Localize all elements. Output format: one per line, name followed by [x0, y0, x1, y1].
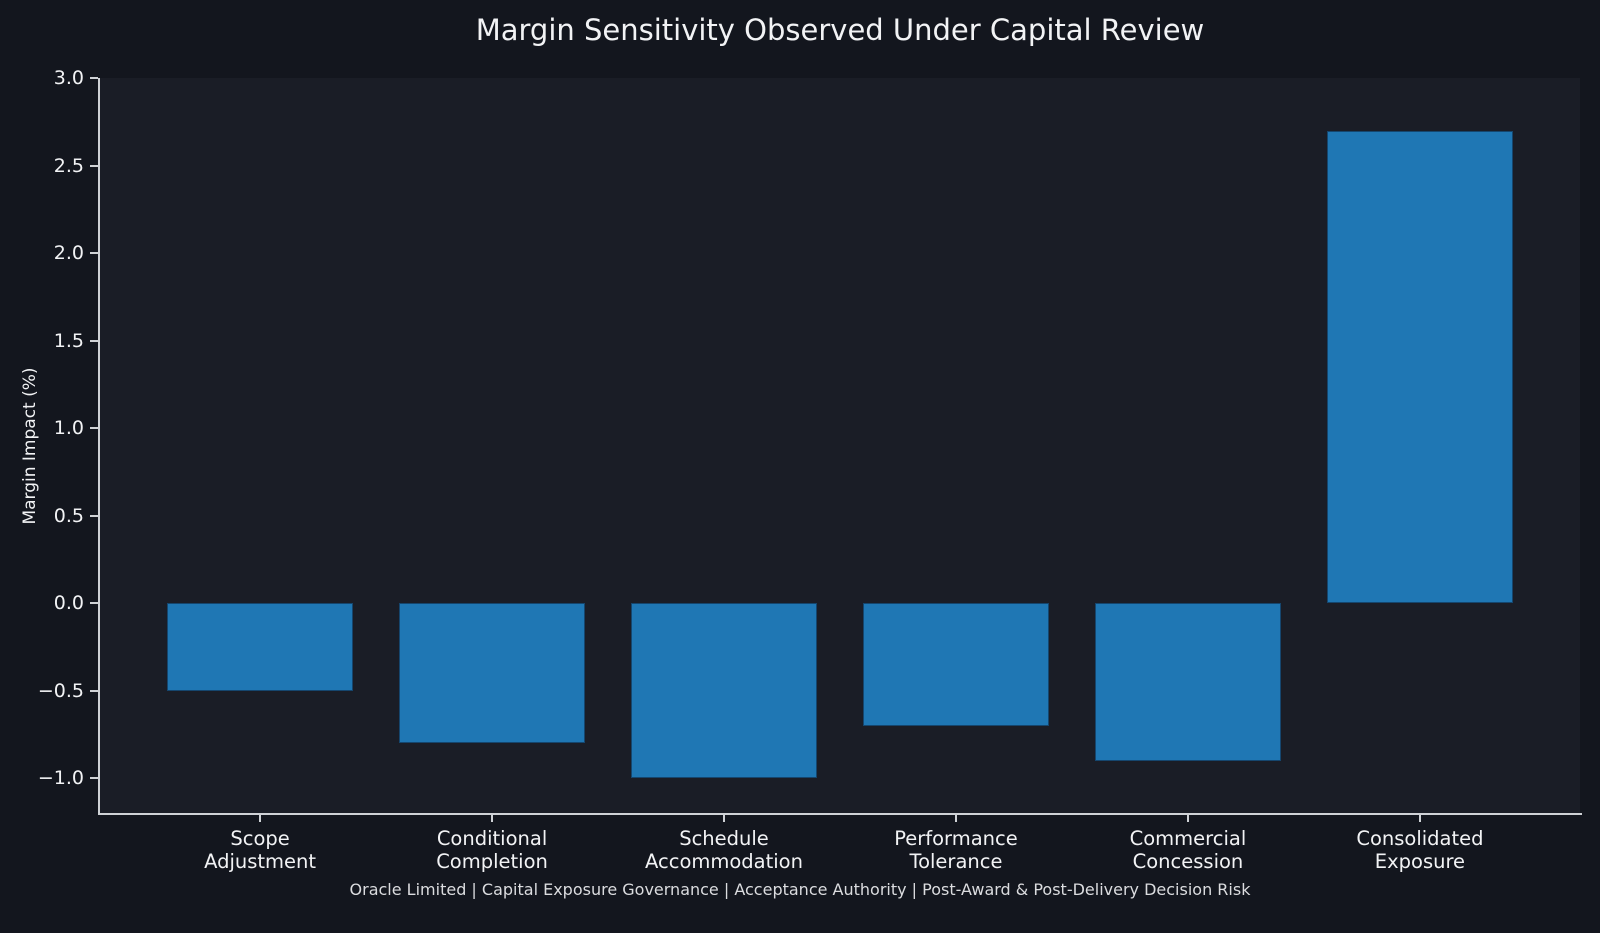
x-tick-mark: [723, 815, 725, 822]
y-tick-mark: [90, 689, 98, 692]
y-axis-spine: [98, 78, 100, 815]
x-tick-mark: [259, 815, 262, 822]
x-tick-mark: [1418, 815, 1421, 822]
plot-area: [100, 78, 1580, 813]
y-tick-label: 1.5: [53, 329, 84, 352]
y-tick-label: 0.5: [53, 504, 84, 527]
y-tick-mark: [90, 514, 98, 517]
y-tick-label: 2.5: [53, 154, 84, 177]
x-tick-label: Commercial Concession: [1129, 827, 1247, 873]
x-tick-label: Conditional Completion: [436, 827, 548, 873]
y-tick-mark: [90, 602, 98, 604]
y-tick-mark: [90, 339, 98, 342]
x-tick-label: Performance Tolerance: [894, 827, 1018, 873]
x-axis-labels: Scope Adjustment Conditional Completion Sc…: [100, 813, 1580, 883]
y-tick-label: 0.0: [53, 592, 84, 614]
y-tick-label: 3.0: [53, 67, 84, 89]
x-tick-label: Scope Adjustment: [204, 827, 317, 873]
bar-scope-adjustment: [167, 603, 353, 691]
y-tick-mark: [90, 252, 98, 254]
y-tick-mark: [90, 777, 98, 779]
x-tick-mark: [1186, 815, 1189, 822]
x-axis-spine: [98, 813, 1582, 815]
x-tick-mark: [491, 815, 494, 822]
chart-title: Margin Sensitivity Observed Under Capita…: [475, 13, 1205, 47]
y-tick-mark: [90, 164, 98, 167]
bar-conditional-completion: [399, 603, 585, 743]
y-tick-label: 2.0: [53, 242, 84, 264]
y-tick-mark: [90, 427, 98, 429]
y-axis-ticks: 3.0 2.5 2.0 1.5 1.0 0.5 0.0 −0.5 −1.0: [0, 67, 100, 813]
y-tick-label: 1.0: [53, 417, 84, 439]
x-tick-label: Consolidated Exposure: [1356, 827, 1484, 873]
x-tick-mark: [954, 815, 957, 822]
y-tick-label: −1.0: [37, 767, 84, 789]
y-tick-label: −0.5: [37, 679, 84, 702]
bar-consolidated-exposure: [1327, 130, 1513, 603]
bar-schedule-accommodation: [631, 603, 817, 778]
bar-performance-tolerance: [863, 603, 1049, 726]
y-tick-mark: [90, 77, 98, 79]
bar-commercial-concession: [1095, 603, 1281, 761]
x-tick-label: Schedule Accommodation: [645, 827, 803, 873]
footer-caption: Oracle Limited | Capital Exposure Govern…: [349, 880, 1251, 899]
